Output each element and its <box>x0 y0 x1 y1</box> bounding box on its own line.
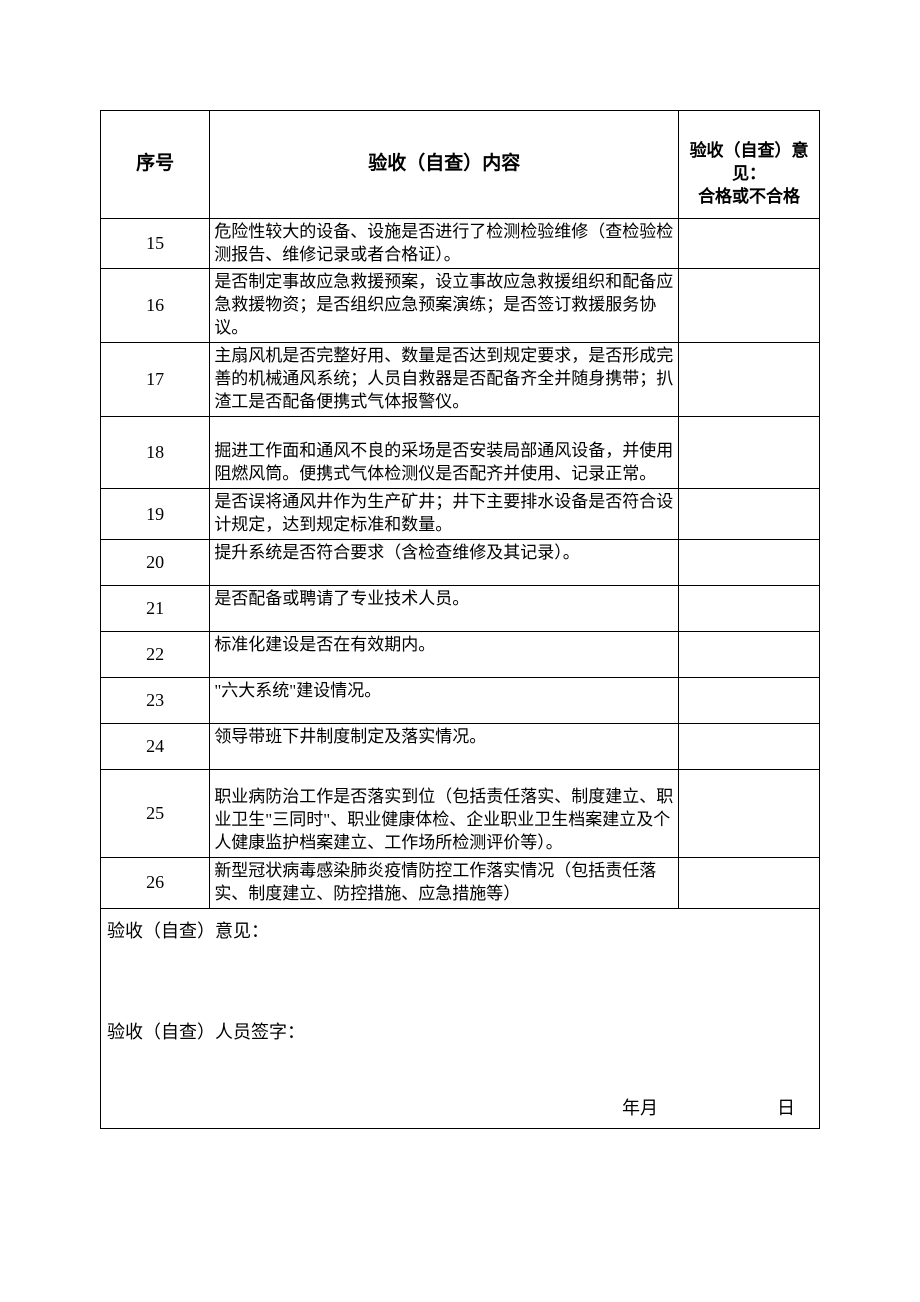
row-num: 19 <box>101 489 210 540</box>
inspection-table: 序号 验收（自查）内容 验收（自查）意见： 合格或不合格 15 危险性较大的设备… <box>100 110 820 1129</box>
row-content: 是否制定事故应急救援预案，设立事故应急救援组织和配备应急救援物资；是否组织应急预… <box>210 269 679 343</box>
row-num: 25 <box>101 769 210 857</box>
row-content: 是否配备或聘请了专业技术人员。 <box>210 585 679 631</box>
row-num: 22 <box>101 631 210 677</box>
row-content: 主扇风机是否完整好用、数量是否达到规定要求，是否形成完善的机械通风系统；人员自救… <box>210 343 679 417</box>
footer-date-ym: 年月 <box>622 1094 658 1120</box>
row-opinion[interactable] <box>679 343 820 417</box>
table-row: 23 "六大系统"建设情况。 <box>101 677 820 723</box>
row-opinion[interactable] <box>679 677 820 723</box>
header-seq: 序号 <box>101 111 210 219</box>
row-content: 掘进工作面和通风不良的采场是否安装局部通风设备，并使用阻燃风筒。便携式气体检测仪… <box>210 417 679 489</box>
row-opinion[interactable] <box>679 585 820 631</box>
header-opinion-line1: 验收（自查）意见： <box>683 140 815 186</box>
row-opinion[interactable] <box>679 857 820 908</box>
row-opinion[interactable] <box>679 218 820 269</box>
row-num: 17 <box>101 343 210 417</box>
row-opinion[interactable] <box>679 769 820 857</box>
row-content: 新型冠状病毒感染肺炎疫情防控工作落实情况（包括责任落实、制度建立、防控措施、应急… <box>210 857 679 908</box>
footer-cell: 验收（自查）意见： 验收（自查）人员签字： 年月 日 <box>101 908 820 1128</box>
row-num: 18 <box>101 417 210 489</box>
row-opinion[interactable] <box>679 417 820 489</box>
row-content: 危险性较大的设备、设施是否进行了检测检验维修（查检验检测报告、维修记录或者合格证… <box>210 218 679 269</box>
header-content: 验收（自查）内容 <box>210 111 679 219</box>
row-opinion[interactable] <box>679 723 820 769</box>
table-row: 17 主扇风机是否完整好用、数量是否达到规定要求，是否形成完善的机械通风系统；人… <box>101 343 820 417</box>
footer-date-d: 日 <box>777 1094 795 1120</box>
table-row: 24 领导带班下井制度制定及落实情况。 <box>101 723 820 769</box>
footer-opinion-label: 验收（自查）意见： <box>107 917 813 943</box>
row-content: 标准化建设是否在有效期内。 <box>210 631 679 677</box>
header-opinion: 验收（自查）意见： 合格或不合格 <box>679 111 820 219</box>
row-content: 提升系统是否符合要求（含检查维修及其记录）。 <box>210 539 679 585</box>
footer-sign-label: 验收（自查）人员签字： <box>107 1018 813 1044</box>
row-opinion[interactable] <box>679 269 820 343</box>
row-num: 21 <box>101 585 210 631</box>
table-row: 21 是否配备或聘请了专业技术人员。 <box>101 585 820 631</box>
row-num: 23 <box>101 677 210 723</box>
row-opinion[interactable] <box>679 539 820 585</box>
table-row: 18 掘进工作面和通风不良的采场是否安装局部通风设备，并使用阻燃风筒。便携式气体… <box>101 417 820 489</box>
table-header-row: 序号 验收（自查）内容 验收（自查）意见： 合格或不合格 <box>101 111 820 219</box>
row-opinion[interactable] <box>679 631 820 677</box>
table-row: 22 标准化建设是否在有效期内。 <box>101 631 820 677</box>
row-content: 职业病防治工作是否落实到位（包括责任落实、制度建立、职业卫生"三同时"、职业健康… <box>210 769 679 857</box>
table-row: 20 提升系统是否符合要求（含检查维修及其记录）。 <box>101 539 820 585</box>
table-row: 15 危险性较大的设备、设施是否进行了检测检验维修（查检验检测报告、维修记录或者… <box>101 218 820 269</box>
row-content: 领导带班下井制度制定及落实情况。 <box>210 723 679 769</box>
table-footer-row: 验收（自查）意见： 验收（自查）人员签字： 年月 日 <box>101 908 820 1128</box>
row-num: 16 <box>101 269 210 343</box>
row-num: 20 <box>101 539 210 585</box>
row-content: "六大系统"建设情况。 <box>210 677 679 723</box>
row-num: 26 <box>101 857 210 908</box>
table-row: 26 新型冠状病毒感染肺炎疫情防控工作落实情况（包括责任落实、制度建立、防控措施… <box>101 857 820 908</box>
row-opinion[interactable] <box>679 489 820 540</box>
table-row: 16 是否制定事故应急救援预案，设立事故应急救援组织和配备应急救援物资；是否组织… <box>101 269 820 343</box>
row-content: 是否误将通风井作为生产矿井；井下主要排水设备是否符合设计规定，达到规定标准和数量… <box>210 489 679 540</box>
row-num: 24 <box>101 723 210 769</box>
table-row: 19 是否误将通风井作为生产矿井；井下主要排水设备是否符合设计规定，达到规定标准… <box>101 489 820 540</box>
table-row: 25 职业病防治工作是否落实到位（包括责任落实、制度建立、职业卫生"三同时"、职… <box>101 769 820 857</box>
header-opinion-line2: 合格或不合格 <box>683 186 815 209</box>
row-num: 15 <box>101 218 210 269</box>
